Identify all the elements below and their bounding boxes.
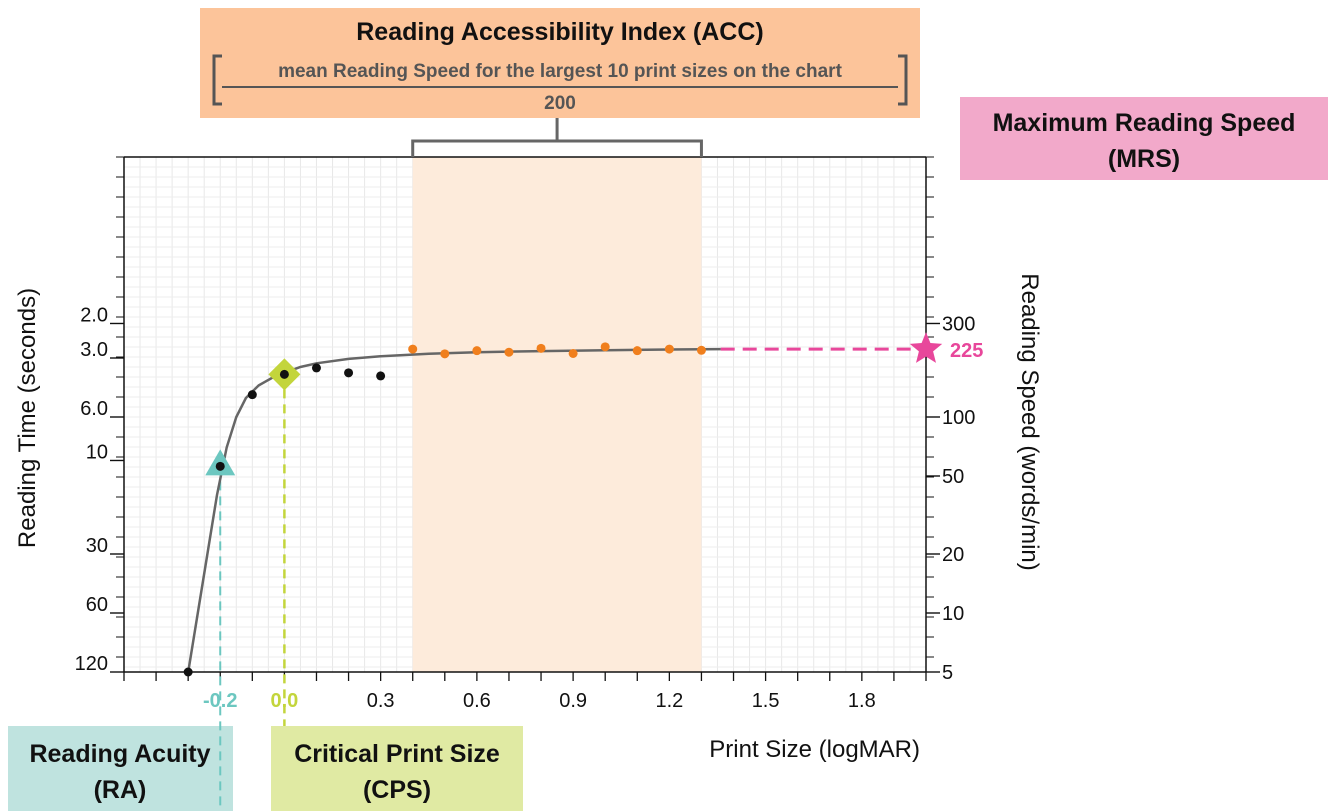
annotations: -0.2 0.0 225 [203,118,983,811]
cps-label-line1: Critical Print Size [294,740,500,768]
y-left-tick-label: 10 [86,441,108,463]
y-right-tick-label: 300 [942,313,975,335]
acc-right-bracket [898,54,908,106]
y-right-tick-label: 5 [942,662,953,684]
y-right-axis-title: Reading Speed (words/min) [1016,273,1043,570]
acc-box [200,8,920,118]
ra-label-line2: (RA) [94,776,147,804]
data-point-orange [440,349,450,359]
cps-box [271,726,523,811]
y-right-tick-label: 100 [942,407,975,429]
y-left-tick-label: 2.0 [80,304,108,326]
data-point-orange [408,344,418,354]
y-left-tick-label: 30 [86,535,108,557]
y-left-axis-title: Reading Time (seconds) [14,288,41,548]
data-point-orange [600,342,610,352]
mrs-star-marker [909,332,943,363]
x-tick-label: 1.8 [848,690,876,712]
y-left-tick-label: 3.0 [80,339,108,361]
data-point-black [215,461,225,471]
x-axis-title: Print Size (logMAR) [709,736,920,763]
acc-left-bracket [212,54,222,106]
data-point-orange [504,347,514,357]
data-point-black [376,371,386,381]
acc-bracket [411,139,703,157]
x-tick-label: 0.3 [367,690,395,712]
ra-x-label: -0.2 [203,690,237,712]
data-point-black [183,667,193,677]
data-point-black [279,369,289,379]
acc-title: Reading Accessibility Index (ACC) [356,18,764,46]
cps-label-line2: (CPS) [363,776,431,804]
data-point-orange [472,346,482,356]
x-tick-label: 0.6 [463,690,491,712]
data-point-orange [536,343,546,353]
data-point-orange [696,345,706,355]
ra-box [8,726,233,811]
ra-label-line1: Reading Acuity [29,740,210,768]
data-point-orange [664,344,674,354]
data-point-orange [632,346,642,356]
mrs-box [960,97,1328,180]
x-tick-label: 0.9 [559,690,587,712]
y-right-tick-label: 20 [942,544,964,566]
y-right-tick-label: 50 [942,466,964,488]
acc-denominator: 200 [544,93,576,114]
mrs-label-line1: Maximum Reading Speed [993,109,1296,137]
x-tick-label: 1.2 [655,690,683,712]
data-point-orange [568,348,578,358]
data-point-black [311,363,321,373]
acc-numerator: mean Reading Speed for the largest 10 pr… [278,61,842,82]
mrs-value-label: 225 [950,340,983,362]
y-left-tick-label: 60 [86,594,108,616]
mrs-label-line2: (MRS) [1108,145,1180,173]
data-point-black [247,390,257,400]
y-right-tick-label: 10 [942,603,964,625]
data-point-black [344,368,354,378]
y-left-tick-label: 6.0 [80,398,108,420]
axes: 0.3 0.6 0.9 1.2 1.5 1.8 2.0 3.0 6.0 10 30 60 120 300 1… [14,156,1043,763]
y-left-tick-label: 120 [75,653,108,675]
data-marks [183,332,943,677]
x-tick-label: 1.5 [752,690,780,712]
acc-region-band [412,157,702,672]
cps-x-label: 0.0 [270,690,298,712]
